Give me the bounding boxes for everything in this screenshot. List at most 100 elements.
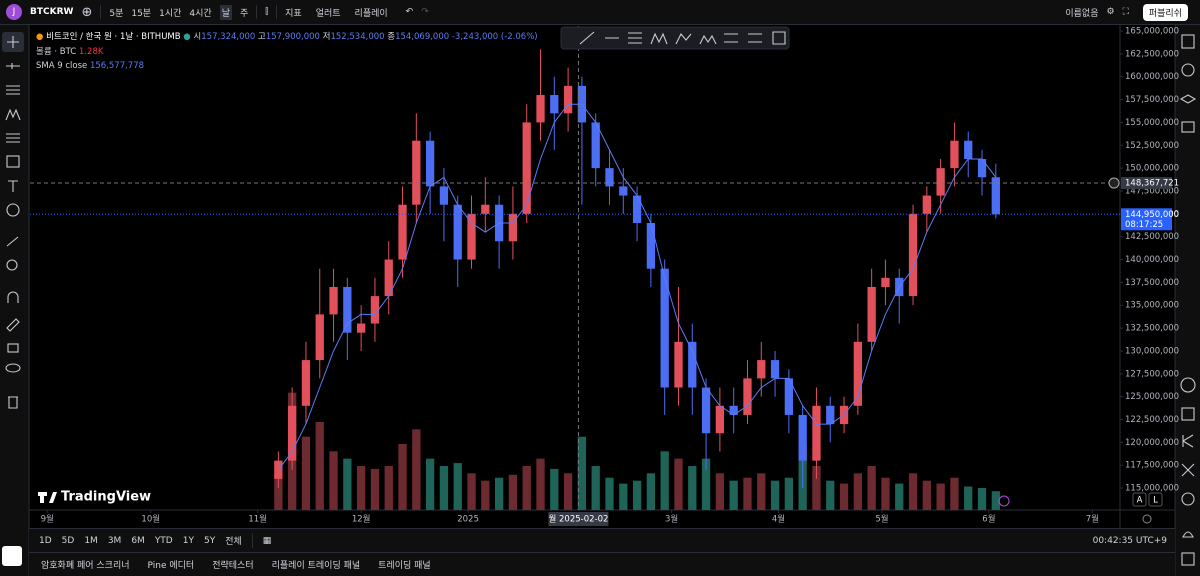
watermark: TradingView bbox=[61, 490, 151, 505]
ohlc-label: 종 bbox=[387, 32, 396, 42]
ideas[interactable] bbox=[1182, 434, 1194, 448]
candle-body bbox=[274, 460, 283, 479]
candle-body bbox=[936, 168, 945, 196]
projection-tool[interactable] bbox=[6, 133, 20, 143]
candle-body bbox=[743, 378, 752, 415]
line-tool[interactable] bbox=[6, 63, 20, 69]
candle-body bbox=[536, 95, 545, 123]
y-tick-label: 117,500,000 bbox=[1125, 461, 1179, 471]
tab[interactable]: 트레이딩 패널 bbox=[378, 561, 431, 571]
data-window[interactable] bbox=[1179, 94, 1197, 104]
favorites-button[interactable] bbox=[2, 546, 22, 566]
stay-drawing-tool[interactable] bbox=[6, 318, 20, 332]
compare[interactable]: ⊕ bbox=[81, 4, 93, 20]
interval[interactable]: 5분 bbox=[109, 8, 124, 19]
time-settings[interactable] bbox=[1142, 514, 1152, 524]
range-button[interactable]: 5Y bbox=[203, 535, 216, 546]
volume-bar bbox=[550, 468, 559, 510]
calendar[interactable] bbox=[1181, 407, 1195, 421]
hide-tool[interactable] bbox=[5, 363, 21, 373]
top-toolbar: J BTCKRW ⊕ 5분 15분 1시간 4시간 날 주 ⫿ 지표 얼러트 리… bbox=[0, 0, 1200, 25]
fib-tool[interactable] bbox=[6, 85, 20, 95]
text-tool[interactable] bbox=[8, 180, 18, 192]
last-price-label: 144,950,000 bbox=[1125, 210, 1179, 220]
redo[interactable]: ↷ bbox=[421, 7, 429, 17]
volume-bar bbox=[605, 477, 614, 510]
range-button[interactable]: 전체 bbox=[225, 537, 242, 547]
zoom-tool[interactable] bbox=[6, 259, 18, 271]
settings[interactable]: ⚙ bbox=[1106, 7, 1115, 17]
interval[interactable]: 주 bbox=[239, 8, 249, 19]
volume-bar bbox=[964, 486, 973, 510]
range-button[interactable]: 3M bbox=[107, 535, 122, 546]
magnet-tool[interactable] bbox=[7, 291, 19, 303]
auto-scale-button[interactable] bbox=[1132, 492, 1147, 507]
range-button[interactable]: 6M bbox=[131, 535, 145, 546]
last-price-box bbox=[1121, 208, 1172, 231]
y-tick-label: 152,500,000 bbox=[1125, 141, 1179, 151]
auto-scale-label[interactable]: A bbox=[1137, 496, 1143, 506]
notifications[interactable] bbox=[1182, 531, 1194, 538]
chat[interactable] bbox=[1181, 121, 1195, 133]
volume-bar bbox=[384, 466, 393, 510]
hotlist[interactable] bbox=[1180, 377, 1196, 393]
replay-button[interactable]: 리플레이 bbox=[354, 8, 388, 19]
tab[interactable]: 암호화폐 페어 스크리너 bbox=[41, 561, 130, 571]
interval[interactable]: 1시간 bbox=[159, 8, 182, 19]
range-button[interactable]: 1D bbox=[39, 535, 52, 546]
delete-tool[interactable] bbox=[8, 396, 18, 409]
tab[interactable]: 리플레이 트레이딩 패널 bbox=[271, 561, 361, 571]
layout-name[interactable]: 이름없음 bbox=[1065, 8, 1099, 19]
interval[interactable]: 15분 bbox=[131, 8, 152, 19]
chart-type[interactable]: ⫿ bbox=[265, 7, 269, 17]
date-range[interactable]: ▦ bbox=[262, 535, 272, 546]
candle-body bbox=[522, 122, 531, 214]
candle-body bbox=[757, 360, 766, 379]
range-button[interactable]: 1M bbox=[84, 535, 98, 546]
shape-tool[interactable] bbox=[6, 155, 20, 168]
candle-body bbox=[729, 405, 738, 415]
crosshair-tool[interactable] bbox=[7, 36, 19, 48]
volume-bar bbox=[343, 458, 352, 510]
tab[interactable]: Pine 에디터 bbox=[147, 561, 195, 571]
alerts[interactable] bbox=[1181, 63, 1195, 77]
log-scale-label[interactable]: L bbox=[1153, 496, 1158, 506]
publish-button[interactable]: 퍼블리쉬 bbox=[1142, 3, 1188, 21]
emoji-tool[interactable] bbox=[6, 203, 20, 217]
y-tick-label: 137,500,000 bbox=[1125, 278, 1179, 288]
tab[interactable]: 전략테스터 bbox=[212, 561, 254, 571]
fullscreen[interactable]: ⛶ bbox=[1122, 7, 1129, 17]
interval-active[interactable]: 날 bbox=[219, 4, 232, 20]
log-scale-button[interactable] bbox=[1148, 492, 1163, 507]
volume-bar bbox=[301, 436, 311, 510]
indicators-button[interactable]: 지표 bbox=[285, 8, 302, 19]
candle-body bbox=[632, 195, 642, 223]
help[interactable] bbox=[1181, 492, 1195, 506]
lock-tool[interactable] bbox=[7, 343, 19, 353]
separator bbox=[251, 533, 253, 548]
range-button[interactable]: 5D bbox=[61, 535, 75, 546]
alerts-button[interactable]: 얼러트 bbox=[315, 8, 341, 19]
volume-bar bbox=[936, 483, 945, 510]
candle-body bbox=[812, 405, 821, 461]
streams[interactable] bbox=[1181, 463, 1195, 477]
range-button[interactable]: YTD bbox=[154, 535, 173, 546]
crosshair-time-box bbox=[548, 512, 609, 526]
range-bar: 1D 5D 1M 3M 6M YTD 1Y 5Y 전체 ▦ 00:42:35 U… bbox=[29, 528, 1175, 552]
right-tools bbox=[2, 34, 1197, 566]
candle-body bbox=[329, 286, 338, 315]
range-button[interactable]: 1Y bbox=[182, 535, 194, 546]
watchlist[interactable] bbox=[1181, 34, 1195, 49]
panel[interactable] bbox=[1181, 552, 1195, 566]
interval[interactable]: 4시간 bbox=[189, 8, 212, 19]
symbol-search[interactable]: BTCKRW bbox=[30, 7, 74, 17]
pattern-tool[interactable] bbox=[5, 108, 21, 121]
undo[interactable]: ↶ bbox=[405, 7, 414, 17]
ruler-tool[interactable] bbox=[6, 236, 19, 247]
candle-body bbox=[288, 405, 297, 461]
avatar[interactable]: J bbox=[6, 4, 22, 20]
tool-icons[interactable] bbox=[579, 31, 786, 45]
candle-body bbox=[908, 213, 918, 297]
